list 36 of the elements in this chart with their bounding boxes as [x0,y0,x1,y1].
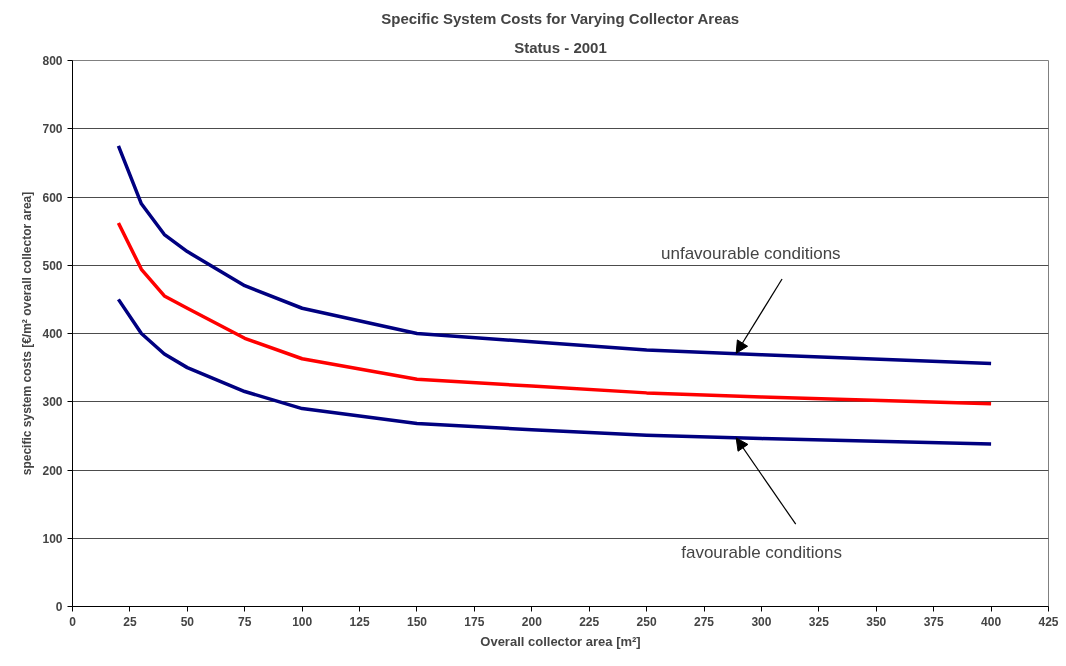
y-tick-label: 200 [42,463,63,478]
x-tick-label: 225 [579,614,600,629]
x-tick-label: 25 [123,614,137,629]
annotation: favourable conditions [681,542,842,562]
x-tick-label: 250 [636,614,657,629]
x-tick-label: 50 [180,614,195,629]
y-tick-label: 600 [42,190,63,205]
x-tick-label: 150 [406,614,428,629]
y-axis-title: specific system costs [€/m² overall collector area] [20,191,35,476]
x-tick-label: 100 [292,614,313,629]
line-series [116,221,993,406]
y-tick-label: 300 [42,395,63,410]
y-tick-label: 800 [42,54,63,68]
line-series [116,144,993,366]
x-tick-label: 175 [464,614,485,629]
x-tick-label: 125 [349,614,370,629]
line-series [116,297,993,446]
x-tick-label: 375 [923,614,945,629]
x-tick-label: 75 [238,614,252,629]
x-tick-label: 325 [808,614,830,629]
x-tick-label: 350 [866,614,887,629]
x-tick-label: 200 [521,614,543,629]
x-tick-label: 300 [751,614,772,629]
y-tick-label: 700 [42,122,63,137]
x-tick-label: 275 [694,614,715,629]
y-tick-label: 0 [55,600,63,614]
chart-subtitle: Status - 2001 [514,38,607,56]
y-tick-label: 500 [42,258,63,273]
x-tick-label: 425 [1038,614,1059,629]
x-tick-label: 400 [981,614,1002,629]
annotation: unfavourable conditions [661,243,841,263]
y-tick-label: 100 [42,531,63,546]
x-axis-title: Overall collector area [m²] [480,633,641,649]
chart-title: Specific System Costs for Varying Collector Areas [381,9,740,27]
x-tick-label: 0 [69,614,77,629]
y-tick-label: 400 [42,327,63,341]
